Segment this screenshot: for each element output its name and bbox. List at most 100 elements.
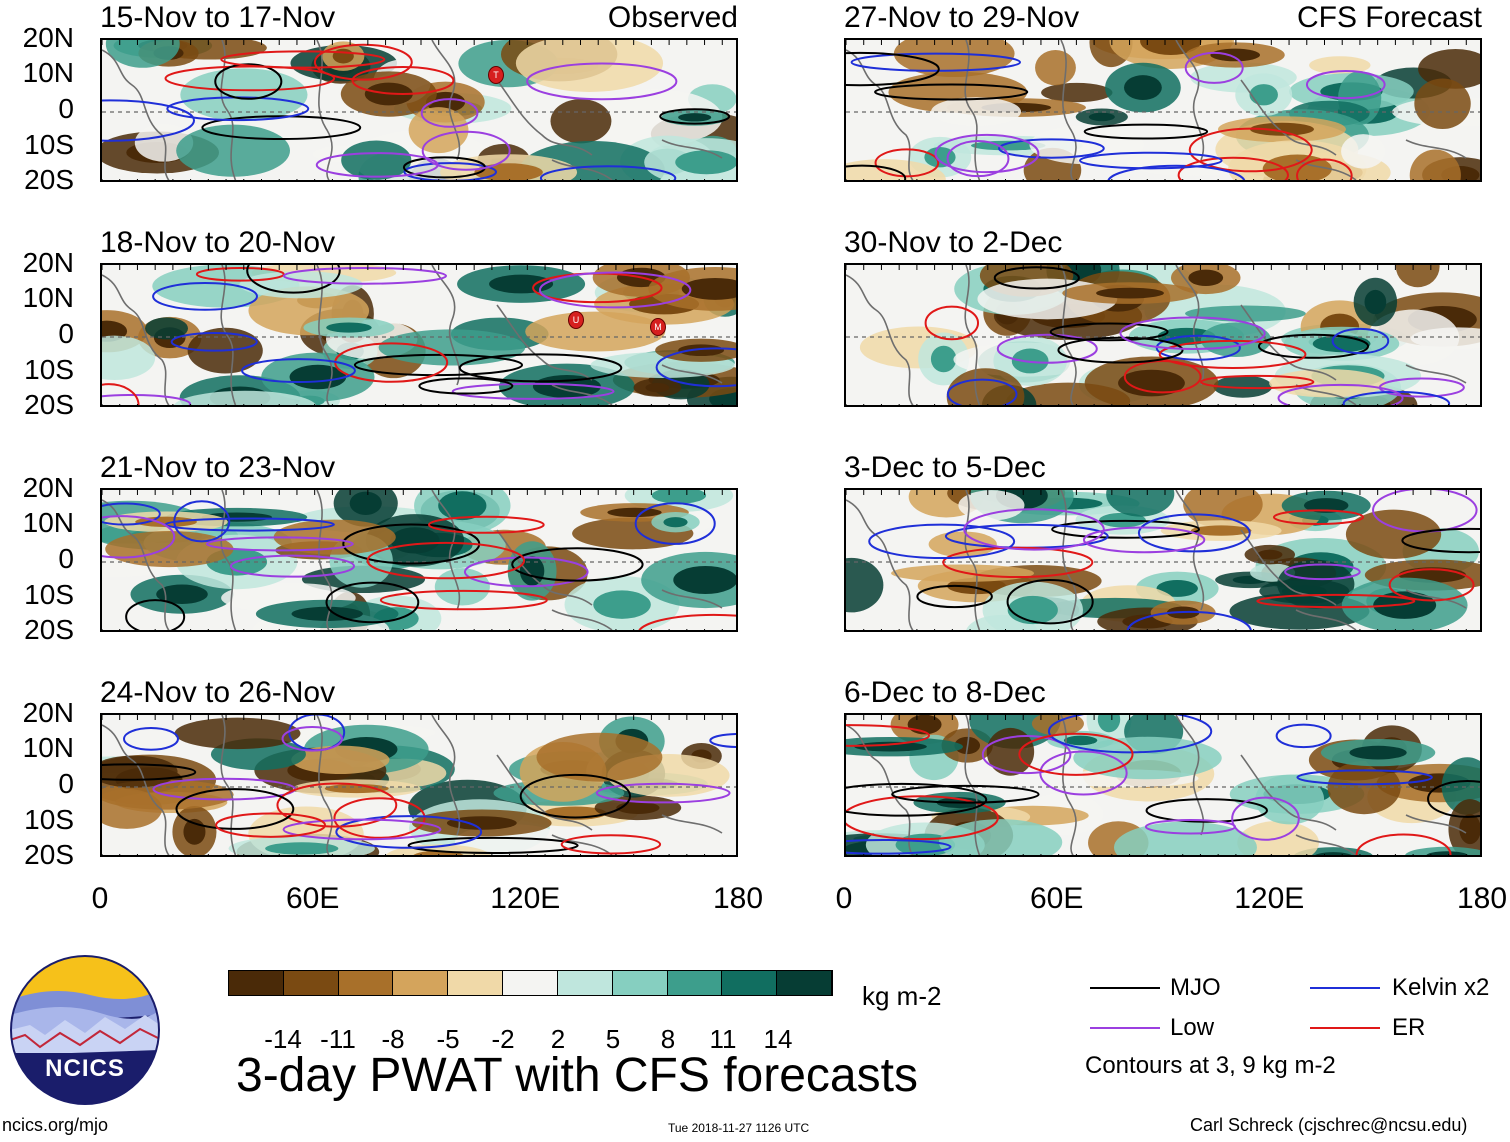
pwat-anomaly-blob	[846, 557, 884, 613]
pwat-anomaly-blob	[550, 99, 612, 144]
pwat-anomaly-blob	[1341, 134, 1386, 169]
lon-tick-label: 180	[712, 882, 764, 915]
wave-contour	[709, 733, 736, 749]
pwat-anomaly-core	[1118, 369, 1185, 397]
wave-contour	[519, 773, 632, 819]
pwat-anomaly-core	[675, 150, 736, 175]
pwat-anomaly-core	[1097, 715, 1121, 733]
pwat-anomaly-core	[678, 113, 712, 122]
coastline	[846, 499, 914, 630]
pwat-anomaly-blob	[174, 717, 301, 750]
lat-tick-label: 20S	[24, 164, 74, 195]
wave-contour	[282, 267, 448, 285]
pwat-anomaly-blob	[1269, 369, 1386, 398]
wave-contour	[1200, 374, 1315, 390]
wave-contour	[963, 508, 1105, 551]
wave-contour	[1401, 527, 1480, 554]
wave-contour	[560, 834, 662, 855]
pwat-anomaly-core	[1124, 75, 1162, 100]
coastline	[220, 715, 237, 855]
coastline	[661, 364, 723, 384]
wave-contour	[229, 554, 356, 578]
panel-title: 21-Nov to 23-Nov	[100, 451, 336, 484]
lat-tick-label: 0	[58, 93, 74, 124]
coastline	[1060, 490, 1077, 630]
coastline	[1405, 589, 1467, 609]
pwat-anomaly-core	[663, 517, 688, 528]
pwat-anomaly-map	[846, 40, 1480, 180]
coastline	[1240, 529, 1337, 606]
lon-tick-label: 120E	[1234, 882, 1305, 915]
legend: MJO Kelvin x2 Low ER Contours at 3, 9 kg…	[1085, 972, 1505, 1082]
map-panel: 15-Nov to 17-Nov Observed 20N 10N 0 10S 20S	[0, 0, 748, 220]
coastline	[316, 40, 333, 180]
pwat-anomaly-core	[1096, 287, 1164, 299]
wave-contour	[427, 515, 545, 534]
wave-contour	[1145, 798, 1268, 823]
pwat-anomaly-blob	[176, 124, 291, 177]
pwat-anomaly-blob	[1327, 760, 1401, 815]
coastline	[1060, 40, 1077, 180]
wave-contour	[420, 98, 479, 128]
coastline	[1405, 814, 1467, 834]
wave-contour	[1158, 339, 1307, 369]
pwat-anomaly-core	[1210, 48, 1261, 62]
wave-contour	[998, 138, 1105, 159]
map-frame	[844, 263, 1482, 407]
pwat-anomaly-core	[446, 816, 517, 830]
colorbar-tick-label: -14	[264, 1024, 302, 1054]
wave-contour	[850, 52, 1021, 72]
pwat-anomaly-core	[681, 277, 736, 300]
map-frame	[100, 263, 738, 407]
wave-contour	[1188, 127, 1313, 173]
pwat-anomaly-blob	[1414, 78, 1471, 129]
wave-contour	[1051, 519, 1200, 539]
pwat-anomaly-core	[438, 491, 487, 521]
colorbar-tick-label: 8	[660, 1024, 676, 1054]
pwat-anomaly-blob	[1418, 48, 1480, 89]
wave-contour	[946, 139, 1010, 178]
colorbar-swatch	[777, 971, 832, 995]
pwat-anomaly-core	[324, 783, 389, 794]
pwat-anomaly-blob	[1183, 490, 1263, 529]
wave-contour	[638, 613, 736, 630]
lat-tick-label: 0	[58, 318, 74, 349]
ncics-logo: NCICS	[10, 955, 160, 1105]
pwat-anomaly-map	[846, 715, 1480, 855]
coastline	[551, 609, 613, 630]
panel-title: 3-Dec to 5-Dec	[844, 451, 1046, 484]
legend-line-low	[1090, 1027, 1160, 1029]
wave-contour	[846, 795, 999, 841]
wave-contour	[659, 108, 731, 125]
wave-contour	[215, 812, 327, 838]
wave-contour	[220, 50, 386, 69]
wave-contour	[1144, 818, 1237, 835]
pwat-anomaly-map	[102, 265, 736, 405]
pwat-anomaly-core	[1249, 84, 1278, 106]
coastline	[496, 754, 593, 831]
pwat-anomaly-blob	[958, 490, 1025, 521]
coastline	[316, 490, 333, 630]
pwat-anomaly-blob	[1031, 715, 1084, 736]
colorbar-labels: -14 -11 -8 -5 -2 2 5 8 11 14	[228, 996, 833, 1052]
lat-tick-label: 20S	[24, 839, 74, 870]
wave-contour	[934, 133, 1040, 174]
wave-contour	[313, 43, 413, 81]
coastline	[1405, 364, 1467, 384]
pwat-anomaly-core	[930, 345, 957, 373]
pwat-anomaly-map	[846, 265, 1480, 405]
lat-tick-label: 20N	[22, 472, 74, 503]
lat-tick-label: 10S	[24, 354, 74, 385]
pwat-anomaly-core	[1088, 112, 1115, 122]
wave-contour	[891, 784, 1040, 804]
pwat-anomaly-map	[102, 490, 736, 630]
coastline	[220, 265, 237, 405]
coastline	[1240, 304, 1337, 381]
pwat-anomaly-blob	[1309, 56, 1371, 75]
coastline	[316, 265, 333, 405]
pwat-anomaly-map	[102, 40, 736, 180]
lon-tick-label: 60E	[1029, 882, 1084, 915]
footer-url[interactable]: ncics.org/mjo	[2, 1115, 109, 1135]
wave-contour	[868, 523, 1016, 560]
tropical-cyclone-icon: T	[488, 66, 504, 84]
